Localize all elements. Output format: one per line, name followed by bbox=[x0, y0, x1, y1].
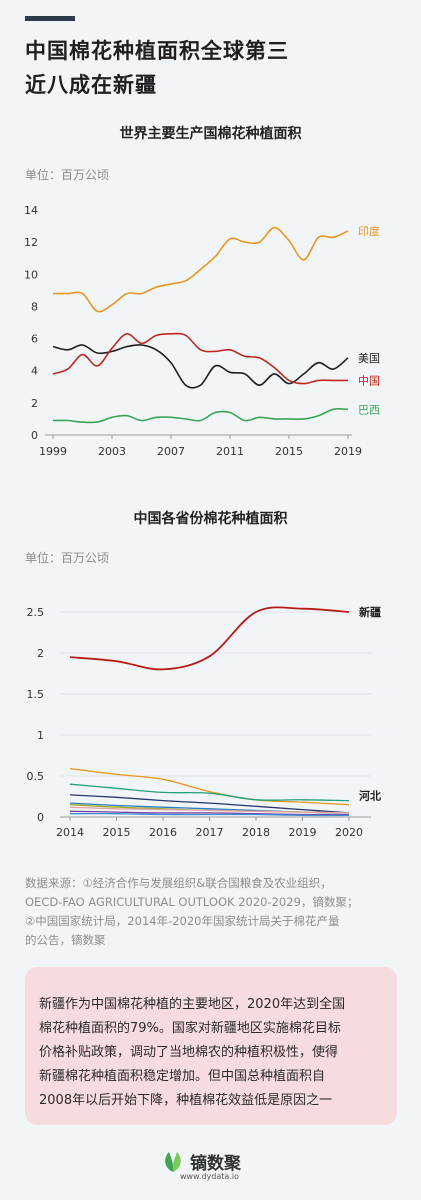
chart2-title: 中国各省份棉花种植面积 bbox=[133, 511, 288, 527]
chart1-unit-label: 单位：百万公顷 bbox=[25, 168, 110, 182]
header-accent-bar bbox=[25, 16, 75, 21]
source-line-4: 的公告，镝数聚 bbox=[25, 933, 106, 947]
brand-url: www.dydata.io bbox=[180, 1172, 239, 1181]
chart1-series-line-3 bbox=[52, 408, 349, 424]
chart1-y-tick: 6 bbox=[31, 333, 38, 346]
source-line-1: 数据来源：①经济合作与发展组织&联合国粮食及农业组织， bbox=[25, 876, 332, 890]
chart1-y-tick: 8 bbox=[31, 300, 38, 313]
chart2-series-line-0 bbox=[69, 606, 350, 671]
source-line-3: ②中国国家统计局，2014年-2020年国家统计局关于棉花产量 bbox=[25, 914, 340, 928]
headline-line-2: 近八成在新疆 bbox=[25, 73, 157, 97]
brand-name: 镝数聚 bbox=[190, 1154, 241, 1174]
chart1-x-tick: 2019 bbox=[334, 445, 362, 458]
chart1-y-tick: 14 bbox=[24, 204, 38, 217]
chart1-series-label-3: 巴西 bbox=[358, 403, 380, 416]
chart1-y-tick: 0 bbox=[31, 429, 38, 442]
note-line-2: 棉花种植面积的79%。国家对新疆地区实施棉花目标 bbox=[39, 1021, 341, 1036]
chart2-series-label-2: 河北 bbox=[359, 789, 381, 803]
chart2-y-tick: 2 bbox=[37, 647, 44, 660]
china-province-cotton-area-chart: 0 0.5 1 1.5 2 2.5 2014 2015 2016 2017 2018 2019 2020… bbox=[27, 605, 382, 839]
chart2-x-tick: 2018 bbox=[242, 826, 270, 839]
chart2-x-tick: 2017 bbox=[196, 826, 224, 839]
chart2-x-tick: 2016 bbox=[149, 826, 177, 839]
chart1-y-tick: 2 bbox=[31, 397, 38, 410]
headline-line-1: 中国棉花种植面积全球第三 bbox=[25, 39, 289, 63]
chart2-y-tick: 1 bbox=[37, 729, 44, 742]
page-headline: 中国棉花种植面积全球第三 近八成在新疆 bbox=[25, 34, 395, 102]
source-line-2: OECD-FAO AGRICULTURAL OUTLOOK 2020-2029，… bbox=[25, 895, 359, 909]
chart1-series-line-1 bbox=[52, 344, 349, 389]
chart1-series-label-0: 印度 bbox=[358, 224, 380, 238]
data-source: 数据来源：①经济合作与发展组织&联合国粮食及农业组织， OECD-FAO AGR… bbox=[25, 874, 397, 950]
chart2-y-tick: 0.5 bbox=[27, 770, 45, 783]
chart2-y-tick: 0 bbox=[37, 811, 44, 824]
chart1-x-tick: 2003 bbox=[98, 445, 126, 458]
chart2-series-line-1 bbox=[69, 767, 350, 806]
note-line-5: 2008年以后开始下降，种植棉花效益低是原因之一 bbox=[39, 1093, 333, 1108]
chart1-y-tick: 10 bbox=[24, 268, 38, 281]
note-line-4: 新疆棉花种植面积稳定增加。但中国总种植面积自 bbox=[39, 1069, 326, 1084]
chart2-unit-label: 单位：百万公顷 bbox=[25, 551, 110, 565]
note-line-3: 价格补贴政策，调动了当地棉农的种植积极性，使得 bbox=[39, 1045, 339, 1060]
chart2-x-tick: 2020 bbox=[335, 826, 363, 839]
summary-note-box: 新疆作为中国棉花种植的主要地区，2020年达到全国 棉花种植面积的79%。国家对… bbox=[25, 967, 397, 1125]
chart2-series-label-0: 新疆 bbox=[359, 605, 381, 619]
chart2-series-line-8 bbox=[69, 813, 350, 817]
note-line-1: 新疆作为中国棉花种植的主要地区，2020年达到全国 bbox=[39, 997, 346, 1012]
chart1-series-label-2: 中国 bbox=[358, 374, 380, 387]
chart2-x-tick: 2015 bbox=[103, 826, 131, 839]
summary-note-text: 新疆作为中国棉花种植的主要地区，2020年达到全国 棉花种植面积的79%。国家对… bbox=[39, 993, 383, 1113]
leaf-logo-icon bbox=[165, 1152, 181, 1172]
chart1-series-line-2 bbox=[52, 332, 348, 385]
chart2-y-tick: 1.5 bbox=[27, 688, 45, 701]
chart1-x-tick: 2011 bbox=[216, 445, 244, 458]
chart2-series-line-2 bbox=[69, 783, 350, 802]
chart1-x-tick: 1999 bbox=[39, 445, 67, 458]
chart1-x-tick: 2007 bbox=[157, 445, 185, 458]
chart1-y-tick: 4 bbox=[31, 365, 38, 378]
chart1-y-tick: 12 bbox=[24, 236, 38, 249]
world-cotton-area-chart: 0 2 4 6 8 10 12 14 1999 2003 2007 2011 2015 2019 印度美国中… bbox=[24, 204, 380, 458]
chart2-x-tick: 2019 bbox=[289, 826, 317, 839]
chart1-x-tick: 2015 bbox=[275, 445, 303, 458]
brand-logo: 镝数聚 www.dydata.io bbox=[160, 1148, 270, 1188]
chart2-y-tick: 2.5 bbox=[27, 606, 45, 619]
chart2-x-tick: 2014 bbox=[56, 826, 84, 839]
chart2-series-line-3 bbox=[69, 794, 350, 814]
chart1-series-line-0 bbox=[52, 226, 349, 313]
chart1-title: 世界主要生产国棉花种植面积 bbox=[119, 126, 302, 142]
chart1-series-label-1: 美国 bbox=[358, 352, 380, 365]
